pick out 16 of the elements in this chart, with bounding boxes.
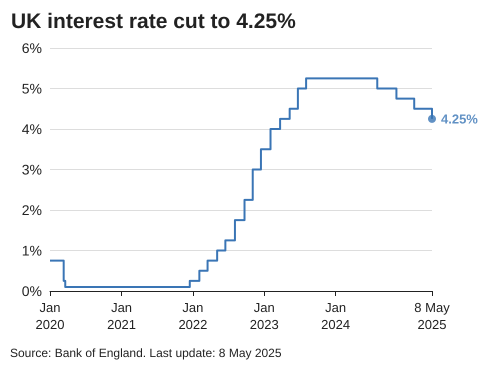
annotation: 4.25% <box>441 111 478 126</box>
x-tick-label: Jan 2024 <box>321 300 350 332</box>
y-tick-label: 4% <box>22 121 42 137</box>
x-tick-label: Jan 2020 <box>36 300 64 332</box>
y-tick-label: 2% <box>22 202 42 218</box>
y-tick-label: 5% <box>22 80 42 96</box>
y-tick-label: 6% <box>22 40 42 56</box>
y-tick-label: 1% <box>22 242 42 258</box>
source-note: Source: Bank of England. Last update: 8 May 2025 <box>10 346 282 360</box>
y-tick-label: 3% <box>22 162 42 178</box>
x-tick-label: 8 May 2025 <box>414 300 450 332</box>
chart-title: UK interest rate cut to 4.25% <box>11 10 296 33</box>
x-tick-label: Jan 2022 <box>178 300 208 332</box>
x-tick-label: Jan 2023 <box>250 300 279 332</box>
y-tick-label: 0% <box>22 283 42 299</box>
x-tick-label: Jan 2021 <box>107 300 136 332</box>
